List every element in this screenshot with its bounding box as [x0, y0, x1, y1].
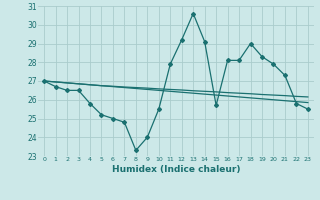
X-axis label: Humidex (Indice chaleur): Humidex (Indice chaleur): [112, 165, 240, 174]
